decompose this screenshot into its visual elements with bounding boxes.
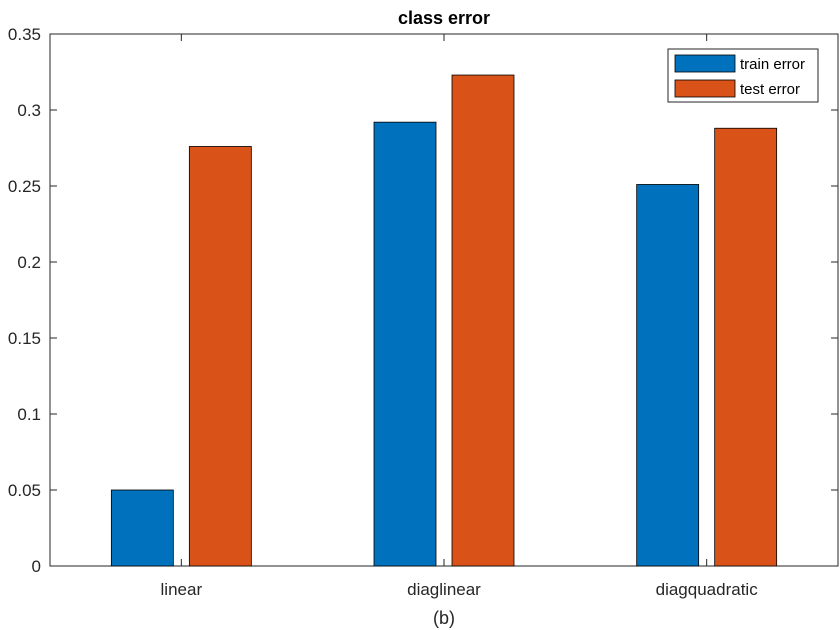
y-tick-label: 0.35 [8,25,41,44]
bar-train-error-diaglinear [373,121,437,567]
y-tick-label: 0.05 [8,481,41,500]
bar-train-error-linear [110,489,174,567]
chart-title: class error [398,8,490,28]
x-tick-label: linear [161,580,203,599]
bar-test-error-diaglinear [451,74,515,567]
bar-test-error-diagquadratic [714,127,778,567]
x-tick-label: diagquadratic [656,580,759,599]
legend-label-train-error: train error [740,56,805,73]
x-axis-label: (b) [433,608,455,628]
bars-group [110,74,778,567]
bar-test-error-linear [188,146,252,567]
y-tick-label: 0.15 [8,329,41,348]
y-tick-label: 0.3 [17,101,41,120]
legend-swatch-train-error [674,54,736,73]
y-tick-label: 0.2 [17,253,41,272]
legend-label-test-error: test error [740,81,800,98]
x-axis-ticks: linear diaglinear diagquadratic [161,34,759,599]
y-tick-label: 0.1 [17,405,41,424]
y-tick-label: 0.25 [8,177,41,196]
y-axis-ticks: 0 0.05 0.1 0.15 0.2 0.25 0.3 0.35 [8,25,838,576]
y-tick-label: 0 [32,557,41,576]
legend-swatch-test-error [674,79,736,98]
bar-train-error-diagquadratic [636,184,700,567]
legend: train error test error [667,48,819,103]
plot-area [49,33,839,567]
x-tick-label: diaglinear [407,580,481,599]
